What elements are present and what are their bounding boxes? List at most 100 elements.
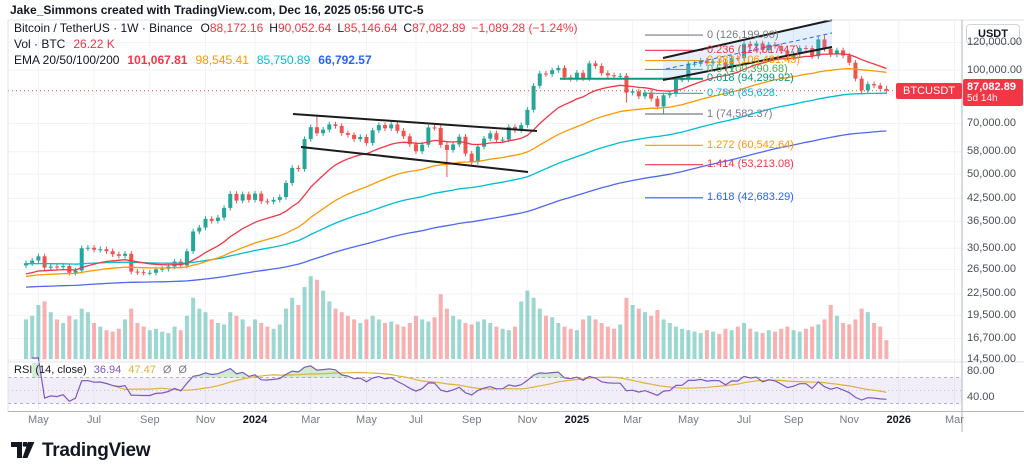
price-tick-label: 120,000.00 bbox=[967, 36, 1022, 48]
candle-body bbox=[420, 145, 424, 152]
candle-body bbox=[587, 63, 591, 78]
candle-body bbox=[637, 91, 641, 96]
candle-body bbox=[655, 99, 659, 107]
volume-bar bbox=[160, 332, 164, 359]
ema-legend-row[interactable]: EMA 20/50/100/200101,067.8198,545.4185,7… bbox=[14, 53, 380, 67]
volume-bar bbox=[166, 333, 170, 359]
volume-bar bbox=[327, 301, 331, 359]
volume-bar bbox=[513, 327, 517, 359]
volume-bar bbox=[835, 316, 839, 359]
volume-bar bbox=[86, 312, 90, 359]
volume-bar bbox=[426, 322, 430, 359]
time-axis-label: Mar bbox=[933, 414, 977, 426]
rsi-band bbox=[8, 378, 962, 404]
volume-bar bbox=[36, 305, 40, 359]
volume-bar bbox=[364, 319, 368, 359]
candle-body bbox=[451, 144, 455, 150]
candle-body bbox=[476, 147, 480, 162]
candle-body bbox=[463, 137, 467, 154]
volume-legend-row[interactable]: Vol · BTC26.22 K bbox=[14, 37, 115, 51]
candle-body bbox=[525, 110, 529, 125]
volume-bar bbox=[587, 316, 591, 359]
candle-body bbox=[600, 66, 604, 73]
volume-bar bbox=[717, 334, 721, 359]
price-tick-label: 36,500.00 bbox=[967, 215, 1016, 227]
volume-bar bbox=[111, 332, 115, 359]
volume-bar bbox=[866, 312, 870, 359]
candle-body bbox=[290, 168, 294, 183]
volume-bar bbox=[841, 323, 845, 359]
candle-body bbox=[272, 200, 276, 202]
ema20-value: 101,067.81 bbox=[127, 53, 187, 67]
candle-body bbox=[662, 95, 666, 106]
tradingview-logo-icon bbox=[10, 438, 35, 463]
price-change: −1,089.28 (−1.24%) bbox=[471, 21, 577, 35]
candle-body bbox=[222, 208, 226, 218]
volume-bar bbox=[173, 327, 177, 359]
symbol-legend-row[interactable]: Bitcoin / TetherUS · 1W · BinanceO88,172… bbox=[14, 21, 578, 35]
volume-bar bbox=[451, 316, 455, 359]
volume-bar bbox=[872, 323, 876, 359]
volume-bar bbox=[655, 310, 659, 359]
candle-body bbox=[872, 84, 876, 85]
volume-bar bbox=[711, 332, 715, 359]
volume-bar bbox=[309, 276, 313, 359]
candle-body bbox=[544, 73, 548, 74]
time-axis-label: May bbox=[666, 414, 710, 426]
volume-bar bbox=[210, 319, 214, 359]
candle-body bbox=[43, 256, 47, 267]
price-chart-canvas[interactable] bbox=[0, 0, 1024, 473]
volume-bar bbox=[723, 329, 727, 359]
rsi-legend-row[interactable]: RSI (14, close)36.9447.47ØØ bbox=[14, 364, 194, 376]
price-tick-label: 16,700.00 bbox=[967, 332, 1016, 344]
last-price-value: 87,082.89 bbox=[967, 81, 1023, 93]
time-axis-label: Jul bbox=[72, 414, 116, 426]
candle-body bbox=[383, 125, 387, 128]
candle-body bbox=[123, 254, 127, 256]
price-tick-label: 22,500.00 bbox=[967, 287, 1016, 299]
candle-body bbox=[550, 70, 554, 74]
candle-body bbox=[303, 139, 307, 169]
volume-series bbox=[24, 276, 888, 359]
candle-body bbox=[210, 219, 214, 221]
volume-bar bbox=[470, 324, 474, 359]
volume-bar bbox=[550, 317, 554, 359]
volume-bar bbox=[55, 319, 59, 359]
candle-body bbox=[265, 201, 269, 202]
volume-bar bbox=[92, 323, 96, 359]
volume-bar bbox=[804, 329, 808, 359]
candle-body bbox=[30, 261, 34, 264]
price-tick-label: 100,000.00 bbox=[967, 64, 1022, 76]
volume-bar bbox=[860, 309, 864, 359]
volume-bar bbox=[346, 316, 350, 359]
volume-bar bbox=[754, 332, 758, 359]
candle-body bbox=[612, 75, 616, 76]
price-tick-label: 70,000.00 bbox=[967, 117, 1016, 129]
ohlc-high: H90,052.64 bbox=[269, 21, 331, 35]
candle-body bbox=[494, 133, 498, 140]
volume-bar bbox=[501, 329, 505, 359]
candle-body bbox=[253, 194, 257, 200]
candle-body bbox=[154, 269, 158, 272]
time-axis-label: Sep bbox=[772, 414, 816, 426]
tradingview-logo[interactable]: TradingView bbox=[10, 438, 150, 463]
candle-body bbox=[593, 63, 597, 66]
volume-bar bbox=[142, 327, 146, 359]
volume-bar bbox=[457, 319, 461, 359]
volume-bar bbox=[265, 327, 269, 359]
volume-bar bbox=[631, 305, 635, 359]
rsi-label: RSI (14, close) bbox=[14, 364, 87, 376]
volume-bar bbox=[228, 312, 232, 359]
candle-body bbox=[488, 133, 492, 138]
time-axis-label: Nov bbox=[827, 414, 871, 426]
volume-bar bbox=[816, 324, 820, 359]
volume-bar bbox=[278, 324, 282, 359]
candle-body bbox=[117, 254, 121, 256]
volume-bar bbox=[482, 319, 486, 359]
candle-body bbox=[414, 144, 418, 151]
volume-bar bbox=[321, 291, 325, 359]
volume-bar bbox=[575, 330, 579, 359]
symbol-price-tag: BTCUSDT bbox=[896, 83, 962, 99]
volume-bar bbox=[618, 324, 622, 359]
candle-body bbox=[482, 139, 486, 147]
